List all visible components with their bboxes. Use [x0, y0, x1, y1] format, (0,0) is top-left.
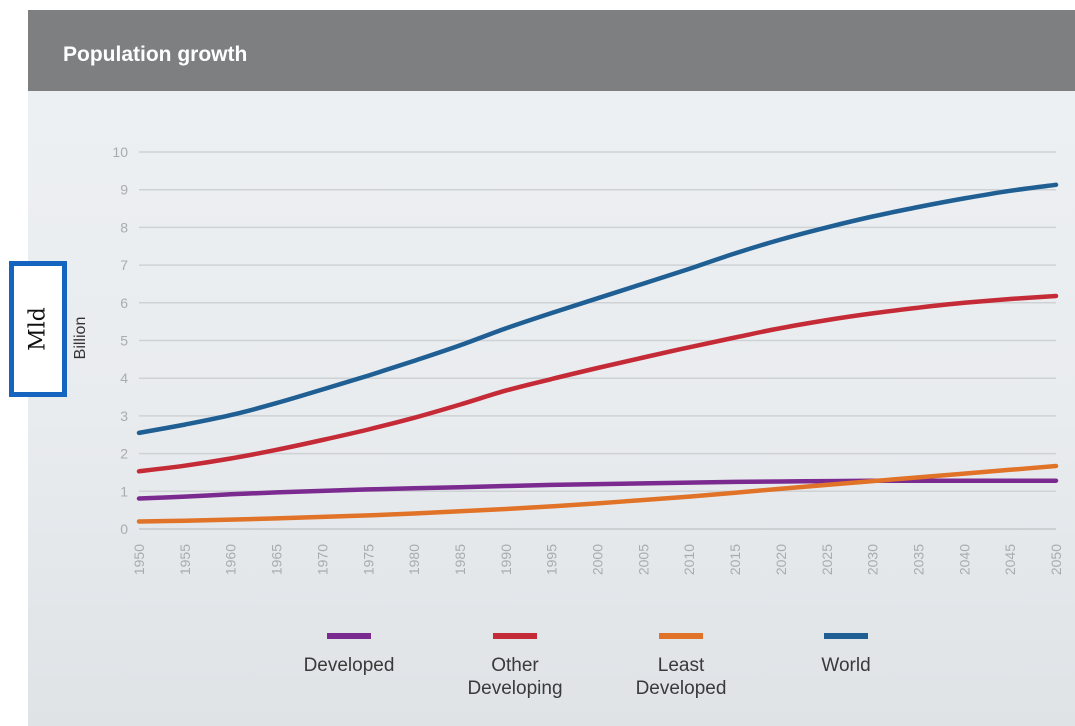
x-tick-label: 1975 [360, 544, 376, 575]
series-line-least-developed [136, 463, 1059, 524]
x-tick-label: 2025 [819, 544, 835, 575]
y-tick-label: 8 [120, 219, 128, 235]
overlay-label-box: Mld [9, 261, 67, 397]
y-tick-label: 4 [120, 370, 128, 386]
x-tick-label: 2050 [1048, 544, 1064, 575]
y-tick-label: 1 [120, 483, 128, 499]
x-tick-label: 2030 [865, 544, 881, 575]
x-tick-label: 2010 [681, 544, 697, 575]
legend: Developed OtherDevelopingLeastDevelopedWo… [304, 633, 871, 699]
y-tick-label: 3 [120, 408, 128, 424]
series-line-developed [136, 478, 1059, 501]
legend-label: Developed [304, 655, 395, 676]
x-tick-label: 2005 [635, 544, 651, 575]
x-tick-label: 2020 [773, 544, 789, 575]
y-tick-label: 10 [112, 144, 128, 160]
x-tick-label: 2040 [956, 544, 972, 575]
series-line-world [136, 182, 1059, 436]
y-tick-label: 9 [120, 182, 128, 198]
x-tick-label: 1990 [498, 544, 514, 575]
x-tick-label: 1995 [544, 544, 560, 575]
x-tick-label: 2045 [1002, 544, 1018, 575]
x-axis-ticks: 1950 1955 1960 1965 1970 1975 1980 1985 1990 1995… [131, 544, 1064, 575]
overlay-label: Mld [25, 307, 51, 351]
x-tick-label: 1970 [314, 544, 330, 575]
x-tick-label: 1960 [223, 544, 239, 575]
grid-lines [139, 151, 1056, 530]
chart-title: Population growth [63, 43, 248, 66]
x-tick-label: 2035 [910, 544, 926, 575]
y-tick-label: 2 [120, 446, 128, 462]
legend-label: Developing [467, 678, 562, 699]
y-tick-label: 0 [120, 521, 128, 537]
y-tick-label: 6 [120, 295, 128, 311]
y-tick-label: 5 [120, 333, 128, 349]
y-tick-label: 7 [120, 257, 128, 273]
x-tick-label: 1950 [131, 544, 147, 575]
x-tick-label: 2015 [727, 544, 743, 575]
x-tick-label: 1955 [177, 544, 193, 575]
legend-label: Developed [636, 678, 727, 699]
y-axis-label: Billion [72, 317, 89, 360]
x-tick-label: 1985 [452, 544, 468, 575]
legend-label: World [821, 655, 870, 676]
y-axis-ticks: 0 1 2 3 4 5 6 7 8 9 10 [112, 144, 128, 537]
x-tick-label: 1980 [406, 544, 422, 575]
x-tick-label: 2000 [590, 544, 606, 575]
chart-panel: Population growth [28, 10, 1075, 726]
series-line-other-developing [136, 293, 1059, 474]
x-tick-label: 1965 [269, 544, 285, 575]
legend-label: Other [491, 655, 539, 676]
legend-label: Least [658, 655, 705, 676]
series-lines [136, 182, 1059, 524]
chart-header: Population growth [28, 10, 1075, 91]
